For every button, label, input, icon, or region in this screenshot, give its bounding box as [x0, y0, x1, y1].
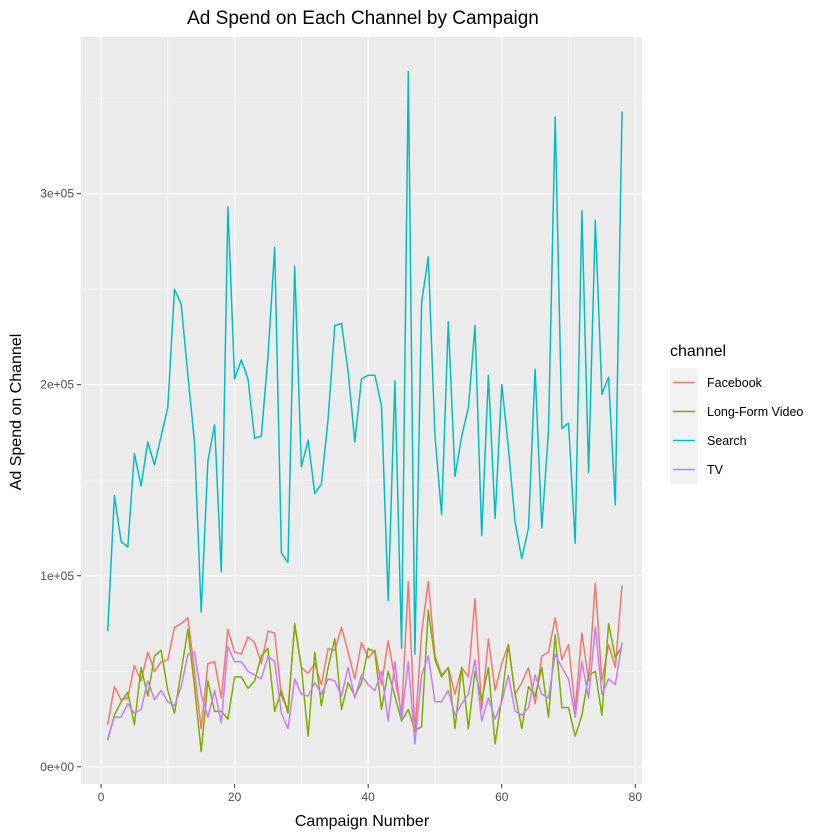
series-line-search: [106, 70, 623, 655]
legend-label-long-form-video: Long-Form Video: [707, 405, 803, 419]
legend-label-search: Search: [707, 434, 747, 448]
series-lines: [106, 70, 623, 753]
series-line-tv: [106, 626, 623, 745]
legend-label-facebook: Facebook: [707, 376, 763, 390]
x-tick-label: 40: [361, 790, 375, 804]
chart-title: Ad Spend on Each Channel by Campaign: [187, 8, 539, 29]
x-axis-label: Campaign Number: [295, 813, 430, 830]
x-tick-label: 60: [495, 790, 509, 804]
y-axis-label: Ad Spend on Channel: [8, 334, 25, 491]
y-tick-label: 1e+05: [40, 569, 74, 583]
legend: channel Facebook Long-Form Video Search TV: [670, 343, 803, 484]
y-tick-label: 0e+00: [40, 760, 74, 774]
series-line-long-form-video: [106, 609, 623, 753]
legend-title: channel: [670, 343, 726, 360]
y-axis-ticks: 0e+00 1e+05 2e+05 3e+05: [40, 187, 81, 774]
y-tick-label: 3e+05: [40, 187, 74, 201]
legend-label-tv: TV: [707, 463, 724, 477]
series-line-facebook: [106, 580, 623, 734]
x-tick-label: 20: [228, 790, 242, 804]
x-tick-label: 80: [629, 790, 643, 804]
x-axis-ticks: 0 20 40 60 80: [98, 784, 643, 804]
x-tick-label: 0: [98, 790, 105, 804]
y-tick-label: 2e+05: [40, 378, 74, 392]
